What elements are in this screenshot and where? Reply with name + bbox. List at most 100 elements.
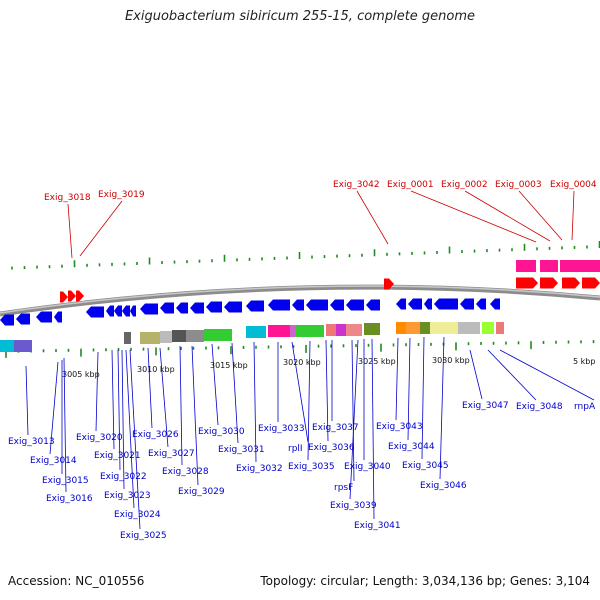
reverse-gene-label: Exig_3030 bbox=[198, 427, 245, 437]
reverse-gene-label: Exig_3022 bbox=[100, 472, 147, 482]
reverse-gene-arrow bbox=[86, 306, 104, 318]
backbone-arc bbox=[0, 284, 600, 317]
reverse-gene-arrow bbox=[122, 305, 130, 317]
reverse-leader-line bbox=[231, 342, 239, 444]
reverse-gene-arrow bbox=[190, 302, 204, 314]
reverse-gene-arrow bbox=[476, 298, 486, 310]
reverse-gene-label: Exig_3039 bbox=[330, 501, 377, 511]
forward-gene-labels: Exig_3018 Exig_3019 Exig_3042 Exig_0001 Exig… bbox=[44, 180, 597, 259]
feature-block bbox=[336, 324, 346, 336]
forward-leader-line bbox=[67, 203, 73, 259]
scale-label: 5 kbp bbox=[573, 357, 595, 366]
reverse-leader-line bbox=[421, 336, 425, 460]
reverse-gene-labels: Exig_3013 Exig_3014 Exig_3015 Exig_3016 Exig… bbox=[8, 336, 596, 541]
reverse-gene-arrow bbox=[36, 311, 52, 323]
reverse-gene-label: Exig_3026 bbox=[132, 430, 179, 440]
reverse-gene-arrow bbox=[206, 301, 222, 313]
forward-leader-line bbox=[79, 200, 123, 257]
reverse-gene-label: Exig_3047 bbox=[462, 401, 509, 411]
reverse-gene-label: Exig_3044 bbox=[388, 442, 435, 452]
feature-block bbox=[482, 322, 494, 334]
reverse-leader-line bbox=[395, 337, 399, 421]
feature-block bbox=[296, 325, 324, 337]
reverse-gene-arrow bbox=[490, 298, 500, 310]
reverse-gene-label: Exig_3037 bbox=[312, 423, 359, 433]
feature-block bbox=[124, 332, 131, 344]
genome-summary-text: Topology: circular; Length: 3,034,136 bp… bbox=[260, 574, 590, 588]
reverse-gene-label: Exig_3021 bbox=[94, 451, 141, 461]
reverse-gene-arrow bbox=[424, 298, 432, 310]
reverse-leader-line bbox=[487, 349, 537, 401]
reverse-leader-line bbox=[191, 345, 199, 486]
reverse-leader-line bbox=[469, 349, 483, 400]
feature-block bbox=[346, 324, 362, 336]
forward-feature-block bbox=[560, 260, 600, 272]
reverse-leader-line bbox=[117, 349, 121, 471]
reverse-gene-label: Exig_3040 bbox=[344, 462, 391, 472]
reverse-leader-line bbox=[63, 357, 67, 493]
backbone-highlight bbox=[0, 285, 600, 314]
feature-block bbox=[290, 325, 296, 337]
reverse-gene-label: Exig_3031 bbox=[218, 445, 265, 455]
feature-block bbox=[246, 326, 266, 338]
reverse-leader-line bbox=[211, 343, 219, 426]
map-title: Exiguobacterium sibiricum 255-15, comple… bbox=[124, 9, 476, 24]
reverse-gene-label: Exig_3048 bbox=[516, 402, 563, 412]
reverse-gene-label: rplI bbox=[288, 444, 303, 454]
reverse-leader-line bbox=[291, 341, 309, 443]
forward-leader-line bbox=[464, 190, 551, 242]
reverse-gene-arrow bbox=[54, 311, 62, 323]
reverse-leader-line bbox=[351, 339, 355, 482]
feature-block bbox=[458, 322, 480, 334]
reverse-leader-line bbox=[49, 361, 59, 455]
reverse-leader-line bbox=[307, 340, 311, 461]
reverse-leader-line bbox=[147, 347, 153, 429]
reverse-gene-label: Exig_3035 bbox=[288, 462, 335, 472]
feature-block bbox=[172, 330, 186, 342]
reverse-leader-line bbox=[499, 349, 595, 401]
forward-gene-arrow bbox=[68, 290, 76, 302]
reverse-gene-arrow bbox=[268, 299, 290, 311]
reverse-gene-label: Exig_3015 bbox=[42, 476, 89, 486]
reverse-leader-line bbox=[179, 345, 183, 466]
reverse-gene-label: Exig_3036 bbox=[308, 443, 355, 453]
reverse-gene-arrow bbox=[176, 302, 188, 314]
reverse-gene-label: Exig_3027 bbox=[148, 449, 195, 459]
reverse-leader-line bbox=[129, 349, 141, 530]
reverse-leader-line bbox=[325, 339, 329, 442]
scale-label: 3030 kbp bbox=[432, 356, 470, 365]
reverse-gene-arrow bbox=[130, 305, 136, 317]
feature-block bbox=[364, 323, 380, 335]
forward-gene-label: Exig_3018 bbox=[44, 193, 91, 203]
reverse-gene-label: Exig_3013 bbox=[8, 437, 55, 447]
reverse-gene-label: Exig_3020 bbox=[76, 433, 123, 443]
forward-gene-arrow bbox=[540, 277, 558, 289]
feature-block bbox=[420, 322, 430, 334]
forward-gene-arrow bbox=[582, 277, 600, 289]
reverse-gene-arrow bbox=[140, 303, 158, 315]
reverse-gene-arrow bbox=[306, 299, 328, 311]
forward-leader-line bbox=[518, 190, 563, 241]
reverse-gene-label: Exig_3045 bbox=[402, 461, 449, 471]
forward-leader-line bbox=[571, 190, 575, 241]
reverse-gene-arrow bbox=[396, 298, 406, 310]
reverse-gene-arrow bbox=[246, 300, 264, 312]
reverse-gene-arrow bbox=[408, 298, 422, 310]
forward-gene-label: Exig_3019 bbox=[98, 190, 145, 200]
scale-label: 3010 kbp bbox=[137, 365, 175, 374]
forward-gene-arrow bbox=[562, 277, 580, 289]
reverse-gene-label: rpsF bbox=[334, 483, 353, 493]
reverse-gene-arrow bbox=[460, 298, 474, 310]
reverse-gene-arrow bbox=[366, 299, 380, 311]
reverse-gene-arrow bbox=[346, 299, 364, 311]
reverse-gene-label: Exig_3028 bbox=[162, 467, 209, 477]
forward-gene-arrow bbox=[516, 277, 538, 289]
forward-gene-label: Exig_3042 bbox=[333, 180, 380, 190]
tick-marks bbox=[5, 241, 600, 358]
reverse-gene-label: Exig_3025 bbox=[120, 531, 167, 541]
reverse-leader-line bbox=[125, 349, 135, 509]
reverse-gene-arrow bbox=[292, 299, 304, 311]
reverse-gene-label: Exig_3024 bbox=[114, 510, 161, 520]
reverse-leader-line bbox=[407, 337, 411, 441]
